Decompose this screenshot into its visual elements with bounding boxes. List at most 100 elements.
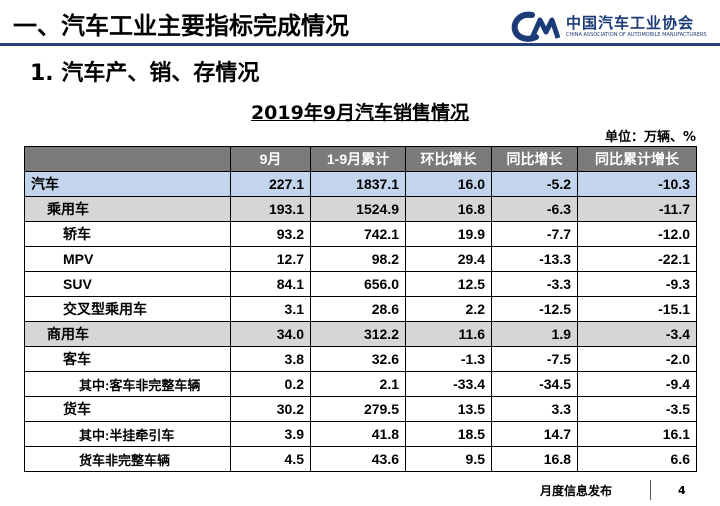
cell-ytd: 279.5 bbox=[310, 396, 406, 422]
cell-month: 84.1 bbox=[230, 271, 311, 297]
row-label: 货车 bbox=[24, 396, 231, 422]
table-row: 客车 3.8 32.6 -1.3 -7.5 -2.0 bbox=[24, 346, 697, 372]
cell-ytd-yoy: -9.3 bbox=[577, 271, 697, 297]
cell-yoy: -7.7 bbox=[491, 221, 578, 247]
cell-ytd: 1524.9 bbox=[310, 196, 406, 222]
cell-yoy: -3.3 bbox=[491, 271, 578, 297]
cell-ytd: 98.2 bbox=[310, 246, 406, 272]
footer-divider bbox=[650, 480, 651, 500]
table-row: 轿车 93.2 742.1 19.9 -7.7 -12.0 bbox=[24, 221, 697, 247]
cell-ytd: 43.6 bbox=[310, 446, 406, 472]
table-row: 乘用车 193.1 1524.9 16.8 -6.3 -11.7 bbox=[24, 196, 697, 222]
row-label: MPV bbox=[24, 246, 231, 272]
cell-ytd: 1837.1 bbox=[310, 171, 406, 197]
table-body: 汽车 227.1 1837.1 16.0 -5.2 -10.3 乘用车 193.1 1524.9… bbox=[24, 171, 697, 472]
cell-yoy: -12.5 bbox=[491, 296, 578, 322]
caam-logo: 中国汽车工业协会 CHINA ASSOCIATION OF AUTOMOBILE… bbox=[510, 8, 715, 48]
row-label: 其中:客车非完整车辆 bbox=[24, 371, 231, 397]
cell-ytd-yoy: -15.1 bbox=[577, 296, 697, 322]
table-row: MPV 12.7 98.2 29.4 -13.3 -22.1 bbox=[24, 246, 697, 272]
cell-yoy: 1.9 bbox=[491, 321, 578, 347]
cell-month: 227.1 bbox=[230, 171, 311, 197]
cell-month: 4.5 bbox=[230, 446, 311, 472]
cell-ytd-yoy: -10.3 bbox=[577, 171, 697, 197]
cell-mom: 16.8 bbox=[405, 196, 492, 222]
header-cell-yoy: 同比增长 bbox=[491, 146, 578, 172]
caam-logo-icon bbox=[511, 11, 561, 42]
row-label: 交叉型乘用车 bbox=[24, 296, 231, 322]
cell-mom: 11.6 bbox=[405, 321, 492, 347]
cell-ytd: 2.1 bbox=[310, 371, 406, 397]
table-row: 货车 30.2 279.5 13.5 3.3 -3.5 bbox=[24, 396, 697, 422]
table-row: 汽车 227.1 1837.1 16.0 -5.2 -10.3 bbox=[24, 171, 697, 197]
cell-ytd-yoy: -22.1 bbox=[577, 246, 697, 272]
table-header-row: 9月 1-9月累计 环比增长 同比增长 同比累计增长 bbox=[24, 146, 697, 172]
logo-chinese-text: 中国汽车工业协会 bbox=[566, 14, 695, 32]
table-title: 2019年9月汽车销售情况 bbox=[250, 102, 470, 124]
cell-yoy: 3.3 bbox=[491, 396, 578, 422]
cell-ytd-yoy: -9.4 bbox=[577, 371, 697, 397]
cell-ytd-yoy: -3.4 bbox=[577, 321, 697, 347]
cell-mom: 12.5 bbox=[405, 271, 492, 297]
cell-mom: 19.9 bbox=[405, 221, 492, 247]
row-label: 其中:半挂牵引车 bbox=[24, 421, 231, 447]
cell-ytd: 32.6 bbox=[310, 346, 406, 372]
header-cell-ytd: 1-9月累计 bbox=[310, 146, 406, 172]
cell-month: 30.2 bbox=[230, 396, 311, 422]
row-label: 货车非完整车辆 bbox=[24, 446, 231, 472]
header-cell-ytd-yoy: 同比累计增长 bbox=[577, 146, 697, 172]
cell-yoy: -6.3 bbox=[491, 196, 578, 222]
table-row: 其中:半挂牵引车 3.9 41.8 18.5 14.7 16.1 bbox=[24, 421, 697, 447]
table-row: 货车非完整车辆 4.5 43.6 9.5 16.8 6.6 bbox=[24, 446, 697, 472]
cell-ytd-yoy: -2.0 bbox=[577, 346, 697, 372]
cell-month: 193.1 bbox=[230, 196, 311, 222]
cell-mom: 13.5 bbox=[405, 396, 492, 422]
cell-yoy: -5.2 bbox=[491, 171, 578, 197]
cell-month: 3.1 bbox=[230, 296, 311, 322]
cell-ytd: 41.8 bbox=[310, 421, 406, 447]
table-row: 其中:客车非完整车辆 0.2 2.1 -33.4 -34.5 -9.4 bbox=[24, 371, 697, 397]
cell-month: 34.0 bbox=[230, 321, 311, 347]
header-divider bbox=[0, 43, 720, 46]
cell-mom: 29.4 bbox=[405, 246, 492, 272]
cell-mom: -33.4 bbox=[405, 371, 492, 397]
cell-ytd-yoy: 6.6 bbox=[577, 446, 697, 472]
cell-ytd: 742.1 bbox=[310, 221, 406, 247]
footer-label: 月度信息发布 bbox=[540, 484, 613, 498]
row-label: SUV bbox=[24, 271, 231, 297]
header-cell-mom: 环比增长 bbox=[405, 146, 492, 172]
cell-month: 3.8 bbox=[230, 346, 311, 372]
cell-month: 12.7 bbox=[230, 246, 311, 272]
cell-mom: 18.5 bbox=[405, 421, 492, 447]
cell-yoy: -13.3 bbox=[491, 246, 578, 272]
header-cell-category bbox=[24, 146, 231, 172]
cell-yoy: -34.5 bbox=[491, 371, 578, 397]
unit-label: 单位：万辆、% bbox=[604, 130, 696, 145]
cell-ytd-yoy: -12.0 bbox=[577, 221, 697, 247]
cell-yoy: 16.8 bbox=[491, 446, 578, 472]
table-row: 交叉型乘用车 3.1 28.6 2.2 -12.5 -15.1 bbox=[24, 296, 697, 322]
cell-mom: -1.3 bbox=[405, 346, 492, 372]
logo-english-text: CHINA ASSOCIATION OF AUTOMOBILE MANUFACT… bbox=[566, 32, 707, 38]
cell-ytd: 312.2 bbox=[310, 321, 406, 347]
row-label: 轿车 bbox=[24, 221, 231, 247]
cell-yoy: -7.5 bbox=[491, 346, 578, 372]
row-label: 乘用车 bbox=[24, 196, 231, 222]
cell-ytd-yoy: -11.7 bbox=[577, 196, 697, 222]
row-label: 汽车 bbox=[24, 171, 231, 197]
cell-month: 0.2 bbox=[230, 371, 311, 397]
header-cell-month: 9月 bbox=[230, 146, 311, 172]
sales-table: 9月 1-9月累计 环比增长 同比增长 同比累计增长 汽车 227.1 1837.1… bbox=[24, 146, 697, 472]
table-row: SUV 84.1 656.0 12.5 -3.3 -9.3 bbox=[24, 271, 697, 297]
page-number: 4 bbox=[678, 484, 686, 497]
table-row: 商用车 34.0 312.2 11.6 1.9 -3.4 bbox=[24, 321, 697, 347]
slide-title: 一、汽车工业主要指标完成情况 bbox=[13, 12, 349, 40]
cell-mom: 9.5 bbox=[405, 446, 492, 472]
cell-mom: 16.0 bbox=[405, 171, 492, 197]
cell-ytd-yoy: 16.1 bbox=[577, 421, 697, 447]
cell-ytd: 28.6 bbox=[310, 296, 406, 322]
row-label: 商用车 bbox=[24, 321, 231, 347]
row-label: 客车 bbox=[24, 346, 231, 372]
cell-ytd-yoy: -3.5 bbox=[577, 396, 697, 422]
cell-mom: 2.2 bbox=[405, 296, 492, 322]
